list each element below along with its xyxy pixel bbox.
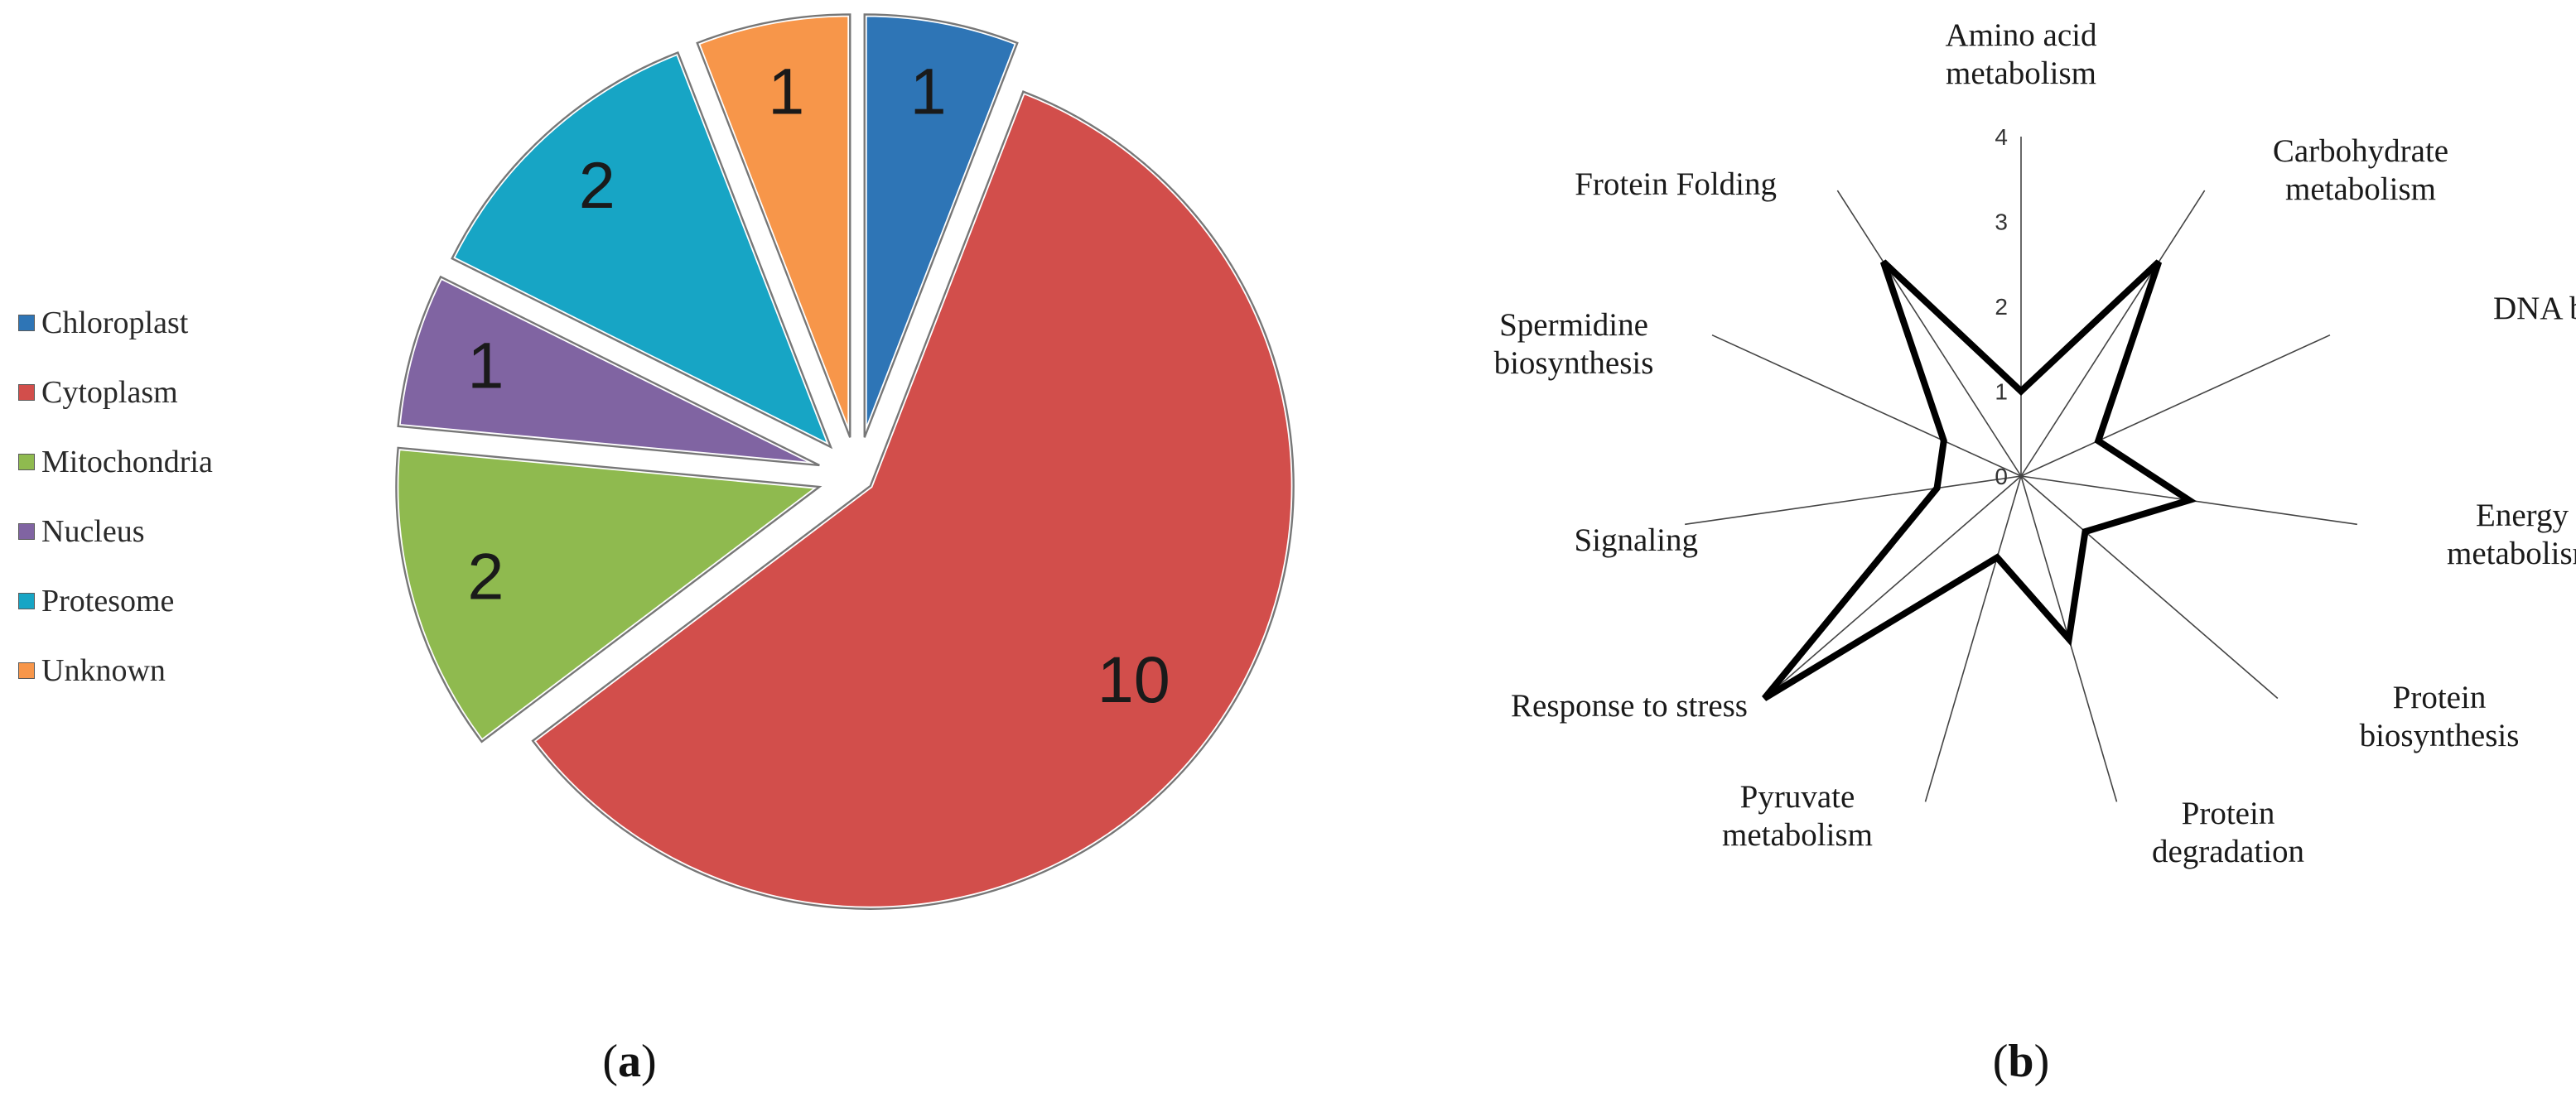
- legend-label: Cytoplasm: [41, 375, 178, 410]
- legend-label: Unknown: [41, 653, 166, 688]
- legend-label: Chloroplast: [41, 306, 189, 340]
- radar-axis-label: Carbohydrate metabolism: [2273, 133, 2448, 207]
- legend-swatch: [18, 384, 35, 401]
- radar-spoke: [2020, 475, 2279, 700]
- panel-label-b: (b): [1992, 1036, 2050, 1087]
- pie-chart: 1 10 2 1 2 1: [393, 12, 1296, 912]
- legend-swatch: [18, 315, 35, 331]
- radar-spoke: [2020, 334, 2331, 477]
- legend-swatch: [18, 454, 35, 470]
- radar-tick-label: 1: [1995, 379, 2008, 405]
- radar-axis-label: Amino acid metabolism: [1945, 17, 2097, 91]
- legend-label: Protesome: [41, 584, 175, 618]
- pie-data-label: 1: [467, 328, 504, 402]
- pie-slice-outline: [863, 13, 1019, 438]
- pie-legend: Chloroplast Cytoplasm Mitochondria Nucle…: [18, 288, 213, 705]
- legend-swatch: [18, 593, 35, 609]
- pie-slice-outline: [451, 51, 833, 450]
- radar-tick-label: 2: [1995, 294, 2008, 320]
- legend-item: Nucleus: [18, 497, 213, 566]
- pie-data-label: 10: [1097, 642, 1170, 716]
- radar-spoke: [1763, 475, 2022, 700]
- legend-swatch: [18, 523, 35, 540]
- radar-spoke: [2020, 190, 2206, 477]
- legend-item: Protesome: [18, 566, 213, 636]
- radar-series-line: [1762, 259, 2197, 701]
- radar-tick-label: 0: [1995, 464, 2008, 489]
- radar-spoke: [1836, 190, 2022, 477]
- pie-data-label: 2: [467, 540, 504, 614]
- pie-slice-outline: [531, 90, 1295, 910]
- radar-axis-label: Protein biosynthesis: [2360, 680, 2520, 753]
- legend-item: Chloroplast: [18, 288, 213, 358]
- radar-axis-label: Response to stress: [1511, 688, 1748, 724]
- legend-item: Unknown: [18, 636, 213, 705]
- legend-label: Nucleus: [41, 514, 145, 549]
- pie-data-label: 2: [579, 148, 615, 222]
- legend-swatch: [18, 662, 35, 679]
- radar-axis-label: Frotein Folding: [1575, 166, 1777, 202]
- radar-tick-label: 4: [1995, 124, 2008, 150]
- pie-slice-outline: [395, 446, 822, 743]
- radar-axis-label: Signaling: [1574, 522, 1698, 558]
- radar-spoke: [1685, 475, 2022, 526]
- radar-spoke: [1924, 475, 2022, 802]
- radar-axis-label: DNA binding: [2493, 291, 2576, 326]
- pie-slice-outline: [397, 275, 820, 467]
- legend-item: Mitochondria: [18, 427, 213, 497]
- legend-label: Mitochondria: [41, 445, 213, 479]
- radar-spoke: [1711, 334, 2022, 477]
- radar-tick-label: 3: [1995, 209, 2008, 235]
- pie-data-label: 1: [768, 54, 804, 128]
- radar-axis-label: Spermidine biosynthesis: [1494, 307, 1654, 381]
- radar-axis-label: Protein degradation: [2152, 796, 2304, 869]
- pie-slice-outline: [696, 13, 851, 438]
- radar-axis-label: Energymetabolism: [2447, 498, 2576, 571]
- pie-data-label: 1: [910, 54, 947, 128]
- legend-item: Cytoplasm: [18, 358, 213, 427]
- panel-label-a: (a): [602, 1036, 657, 1087]
- radar-axis-label: Pyruvate metabolism: [1722, 779, 1873, 853]
- radar-chart: 0 1 2 3 4 Amino acid metabolism Carbohydrate met…: [1494, 17, 2576, 869]
